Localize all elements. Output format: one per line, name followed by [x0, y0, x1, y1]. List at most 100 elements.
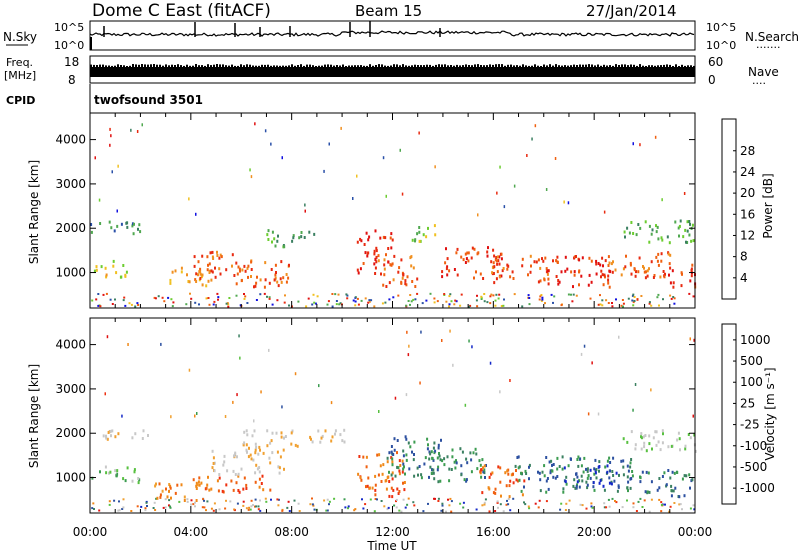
range-gate-cell — [676, 438, 679, 442]
range-gate-cell — [262, 451, 265, 455]
range-gate-cell — [279, 455, 282, 459]
range-gate-cell — [660, 236, 663, 240]
freq-jitter — [513, 65, 515, 67]
range-gate-cell — [141, 123, 143, 127]
range-gate-cell — [378, 453, 381, 457]
range-gate-cell — [169, 281, 172, 285]
range-gate-cell — [356, 174, 358, 178]
range-gate-cell — [137, 304, 140, 306]
range-gate-cell — [423, 462, 426, 466]
range-gate-cell — [216, 254, 219, 257]
range-gate-cell — [499, 165, 501, 169]
range-gate-cell — [92, 502, 95, 505]
range-gate-cell — [563, 200, 565, 204]
range-gate-cell — [662, 270, 665, 273]
range-gate-cell — [214, 275, 217, 279]
range-gate-cell — [464, 252, 467, 256]
range-gate-cell — [281, 509, 284, 512]
range-gate-cell — [623, 230, 626, 234]
range-gate-cell — [668, 273, 670, 277]
range-gate-cell — [283, 301, 286, 304]
freq-jitter — [633, 64, 635, 67]
range-gate-cell — [391, 460, 394, 464]
range-gate-cell — [142, 429, 145, 433]
range-gate-cell — [606, 459, 609, 463]
range-gate-cell — [483, 471, 486, 475]
range-gate-cell — [574, 486, 577, 490]
range-gate-cell — [285, 273, 288, 276]
freq-jitter — [234, 65, 236, 67]
range-gate-cell — [529, 254, 532, 258]
range-gate-cell — [105, 273, 108, 277]
range-gate-cell — [468, 305, 471, 308]
range-gate-cell — [413, 504, 416, 507]
range-gate-cell — [480, 475, 483, 479]
power-data — [90, 122, 697, 308]
range-gate-cell — [277, 284, 280, 288]
range-gate-cell — [231, 264, 233, 268]
range-gate-cell — [259, 448, 261, 452]
range-gate-cell — [627, 480, 630, 484]
freq-jitter — [405, 65, 407, 67]
range-gate-cell — [387, 247, 390, 250]
freq-jitter — [450, 65, 452, 67]
range-gate-cell — [507, 472, 510, 476]
freq-jitter — [423, 65, 425, 67]
range-gate-cell — [475, 270, 477, 274]
range-gate-cell — [489, 361, 492, 365]
range-gate-cell — [219, 253, 222, 257]
range-gate-cell — [506, 469, 509, 473]
range-gate-cell — [564, 269, 567, 273]
range-gate-cell — [607, 278, 610, 282]
range-gate-cell — [507, 503, 510, 506]
nsearch-tick-bottom: 10^0 — [706, 39, 736, 52]
range-gate-cell — [469, 451, 472, 455]
range-gate-cell — [445, 300, 448, 303]
range-gate-cell — [258, 445, 261, 449]
range-gate-cell — [402, 272, 405, 276]
range-gate-cell — [545, 456, 548, 459]
range-gate-cell — [241, 268, 244, 272]
range-gate-cell — [481, 504, 484, 507]
range-gate-cell — [360, 478, 363, 482]
range-gate-cell — [679, 219, 682, 223]
range-gate-cell — [124, 304, 127, 307]
range-gate-cell — [222, 463, 225, 467]
range-gate-cell — [373, 262, 376, 266]
range-gate-cell — [245, 483, 248, 487]
range-gate-cell — [347, 505, 350, 508]
range-gate-cell — [480, 295, 483, 298]
range-gate-cell — [347, 507, 349, 510]
range-gate-cell — [259, 293, 262, 296]
range-gate-cell — [572, 484, 575, 488]
freq-jitter — [159, 64, 161, 67]
freq-jitter — [579, 64, 581, 67]
range-gate-cell — [521, 264, 524, 268]
range-gate-cell — [416, 232, 419, 236]
range-gate-cell — [599, 303, 602, 306]
freq-jitter — [615, 64, 617, 67]
freq-jitter — [381, 64, 383, 67]
range-gate-cell — [429, 465, 432, 469]
range-gate-cell — [498, 275, 501, 279]
range-gate-cell — [528, 463, 531, 467]
range-gate-cell — [297, 502, 300, 505]
range-gate-cell — [180, 483, 183, 487]
range-gate-cell — [245, 443, 248, 447]
range-gate-cell — [626, 486, 629, 490]
range-gate-cell — [632, 408, 634, 412]
x-tick-label: 00:00 — [73, 525, 108, 539]
range-gate-cell — [690, 239, 693, 243]
range-gate-cell — [545, 270, 548, 274]
range-gate-cell — [402, 481, 404, 485]
range-gate-cell — [531, 137, 533, 141]
range-gate-cell — [611, 270, 614, 274]
range-gate-cell — [657, 293, 660, 296]
range-gate-cell — [319, 440, 322, 444]
range-gate-cell — [274, 273, 277, 277]
range-gate-cell — [258, 466, 261, 470]
range-gate-cell — [689, 222, 691, 226]
range-gate-cell — [509, 479, 512, 483]
range-gate-cell — [555, 275, 558, 278]
range-gate-cell — [250, 260, 253, 264]
